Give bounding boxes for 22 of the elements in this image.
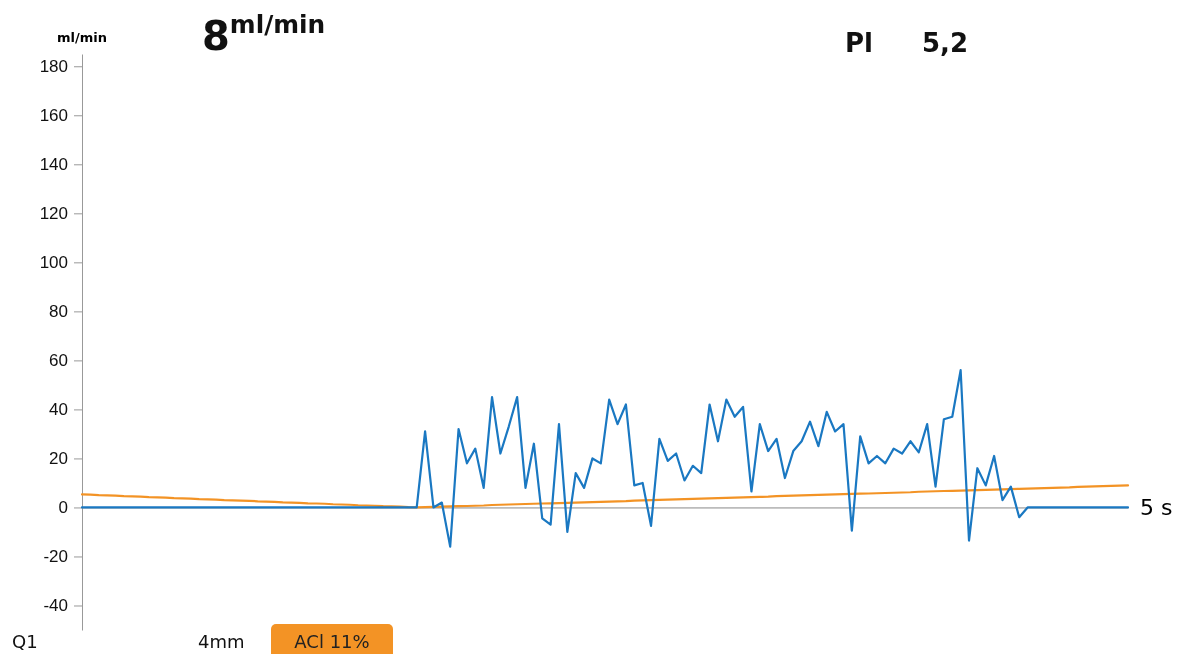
y-tick-label: -20 bbox=[43, 547, 68, 567]
text: Q1 bbox=[12, 631, 38, 652]
line-series bbox=[80, 369, 1130, 548]
y-tick-label: 60 bbox=[49, 351, 68, 371]
y-tick-label: 80 bbox=[49, 302, 68, 322]
annotation: 5,2 bbox=[922, 28, 969, 58]
y-tick-label: 40 bbox=[49, 400, 68, 420]
x-axis-title: 5 s bbox=[1140, 495, 1173, 521]
y-tick-label: 0 bbox=[58, 498, 68, 518]
text: 4mm bbox=[198, 631, 245, 652]
y-tick-label: 180 bbox=[39, 57, 68, 77]
y-tick-label: 160 bbox=[39, 106, 68, 126]
y-tick-label: 20 bbox=[49, 449, 68, 469]
y-tick-label: 120 bbox=[39, 204, 68, 224]
annotation: Pl bbox=[845, 28, 873, 58]
y-tick-label: 100 bbox=[39, 253, 68, 273]
text: ACl 11% bbox=[294, 631, 370, 652]
y-axis-title: ml/min bbox=[56, 30, 108, 45]
annotation: 8$^{ml/min}$ bbox=[202, 9, 326, 59]
line-series bbox=[80, 484, 1130, 509]
y-tick-label: 140 bbox=[39, 155, 68, 175]
y-tick-label: -40 bbox=[43, 596, 68, 616]
